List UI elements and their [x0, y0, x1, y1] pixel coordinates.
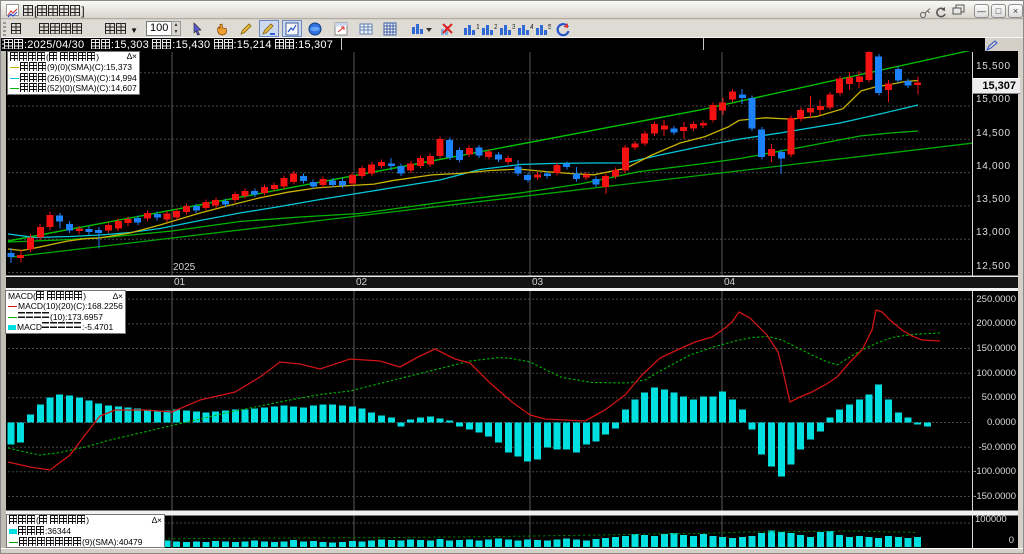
svg-text:3: 3: [512, 24, 515, 31]
svg-text:2: 2: [494, 24, 497, 31]
svg-text:5: 5: [548, 24, 551, 31]
svg-text:4: 4: [530, 24, 533, 31]
svg-text:1: 1: [476, 24, 479, 31]
